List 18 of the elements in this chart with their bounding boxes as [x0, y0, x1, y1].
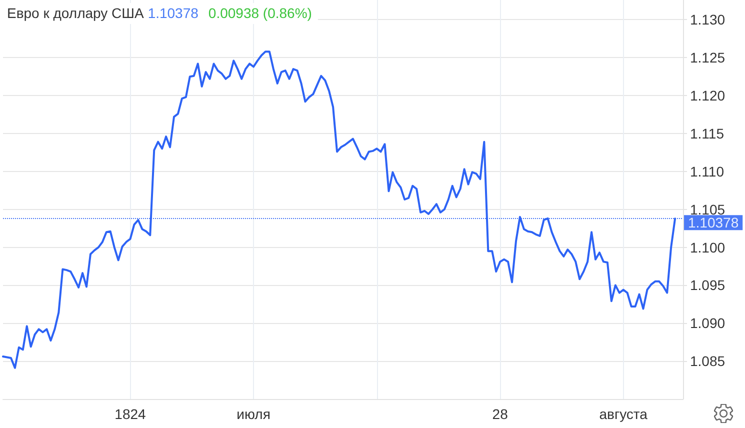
y-tick-label: 1.105	[690, 201, 726, 218]
x-tick-label: июля	[236, 406, 270, 422]
y-tick-label: 1.125	[690, 50, 726, 66]
y-tick-label: 1.110	[690, 163, 724, 180]
annotation: 0.00938 (0.86%)	[208, 5, 312, 21]
y-tick-label: 1.095	[690, 277, 726, 294]
chart-title: Евро к доллару США	[7, 5, 144, 21]
x-tick-label: августа	[599, 406, 648, 422]
x-tick-label: 1824	[114, 406, 146, 422]
y-tick-label: 1.130	[690, 12, 726, 28]
annotation: 1.10378	[148, 5, 199, 21]
ref-line-label: 1.10378	[688, 214, 739, 231]
x-tick-label: 28	[492, 406, 508, 422]
y-tick-label: 1.100	[690, 239, 726, 256]
y-tick-label: 1.090	[690, 315, 726, 332]
y-tick-label: 1.115	[690, 126, 724, 142]
y-tick-label: 1.085	[690, 353, 726, 370]
y-tick-label: 1.120	[690, 88, 726, 104]
